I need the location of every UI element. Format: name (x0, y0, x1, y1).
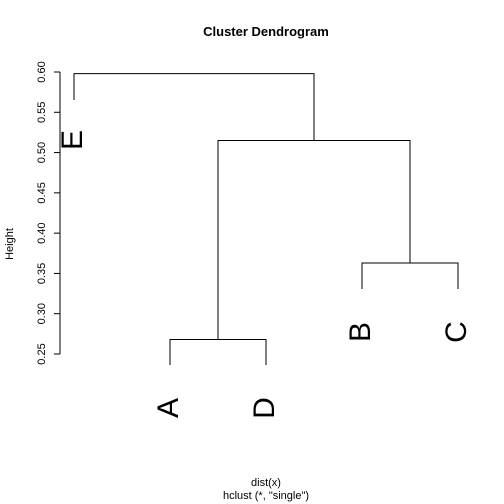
y-tick-label: 0.50 (36, 142, 48, 163)
y-tick-label: 0.25 (36, 343, 48, 364)
leaf-label-b: B (344, 322, 377, 342)
leaf-label-d: D (248, 397, 281, 419)
y-tick-label: 0.30 (36, 303, 48, 324)
merge-link-3 (217, 139, 411, 340)
dendrogram-leaves: E A D B C (56, 130, 473, 419)
y-tick-label: 0.55 (36, 102, 48, 123)
leaf-label-c: C (440, 321, 473, 343)
y-tick-label: 0.40 (36, 222, 48, 243)
y-tick-label: 0.35 (36, 263, 48, 284)
y-axis-ticks: 0.25 0.30 0.35 0.40 0.45 0.50 0.55 0.60 (36, 61, 60, 365)
x-axis-label: dist(x) (251, 477, 281, 489)
merge-link-4 (73, 73, 315, 141)
y-axis-label: Height (4, 228, 16, 260)
y-tick-label: 0.60 (36, 61, 48, 82)
leaf-label-e: E (56, 130, 89, 150)
y-tick-label: 0.45 (36, 182, 48, 203)
method-sublabel: hclust (*, "single") (223, 490, 309, 502)
leaf-label-a: A (152, 398, 185, 418)
merge-link-1 (169, 338, 267, 365)
merge-link-2 (361, 262, 459, 289)
dendrogram-links (73, 73, 459, 365)
chart-title: Cluster Dendrogram (203, 24, 329, 39)
